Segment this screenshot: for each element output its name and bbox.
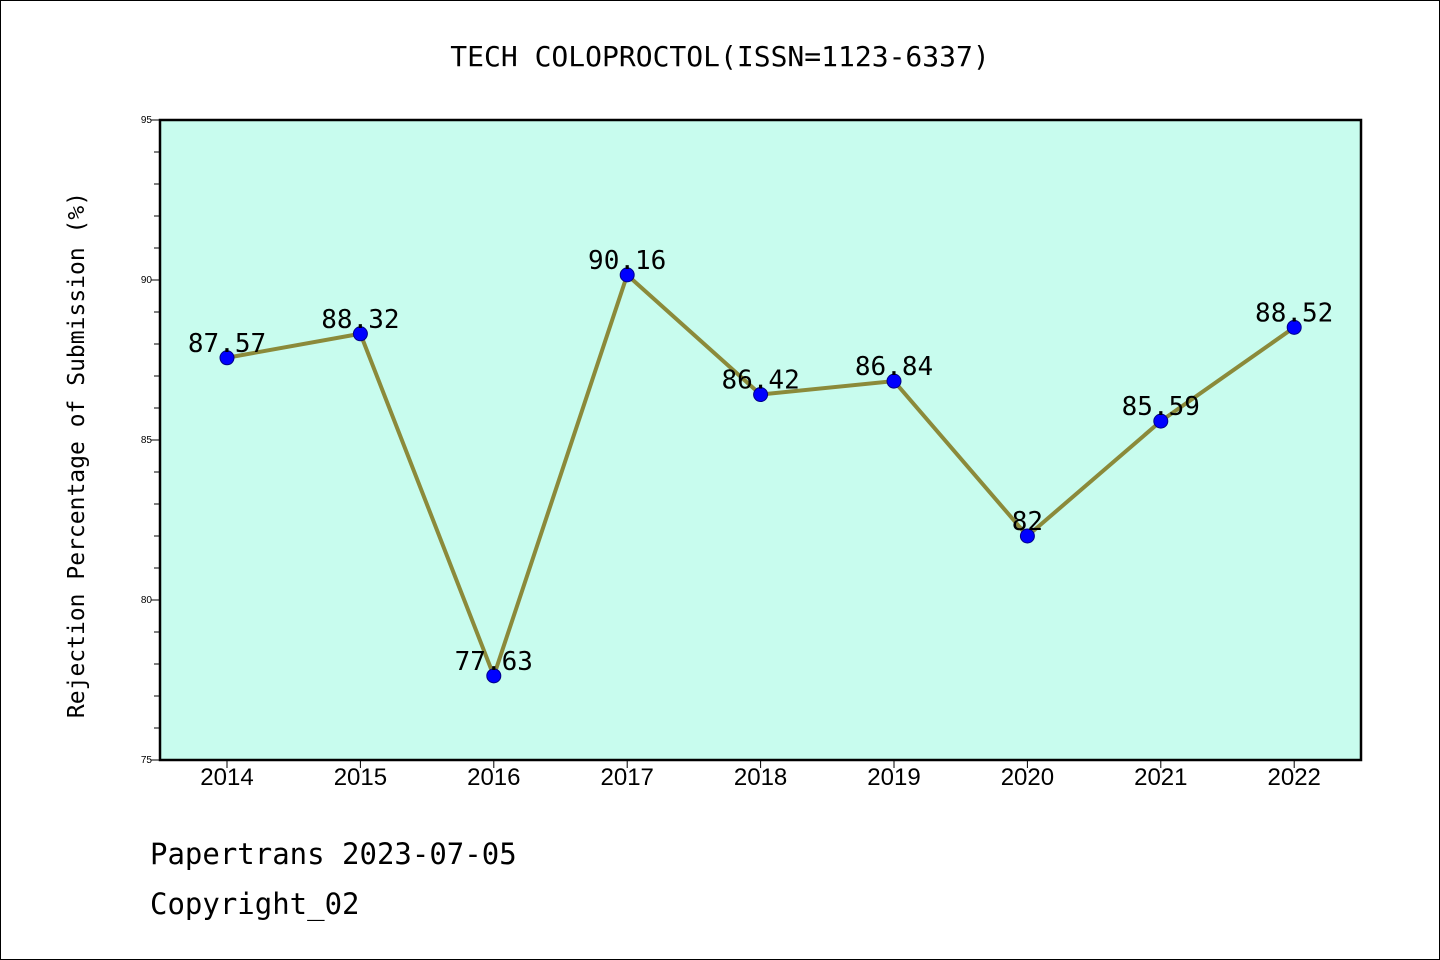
data-point-marker [486, 668, 502, 684]
data-label: 87.57 [188, 329, 266, 359]
plot-area [158, 118, 1363, 762]
x-tick-label: 2017 [601, 764, 654, 791]
footer-copyright-text: Copyright_02 [150, 887, 360, 922]
x-tick-label: 2019 [867, 764, 920, 791]
x-tick-label: 2018 [734, 764, 787, 791]
data-point-marker [619, 267, 635, 283]
chart-title: TECH COLOPROCTOL(ISSN=1123-6337) [450, 40, 989, 73]
x-tick-label: 2020 [1001, 764, 1054, 791]
x-axis: 2014 2015 2016 2017 2018 2019 2020 2021 2022 [200, 760, 1321, 791]
y-tick-label: 95 [141, 115, 153, 126]
data-point-marker [1153, 413, 1169, 429]
data-label: 90.16 [588, 246, 666, 276]
x-tick-label: 2022 [1268, 764, 1321, 791]
y-tick-label: 90 [141, 275, 153, 286]
series-line-group: 87.57 88.32 77.63 90.16 86.42 86.84 82 85.59 88.… [188, 246, 1333, 684]
data-label: 86.42 [721, 366, 799, 396]
data-label: 88.52 [1255, 298, 1333, 328]
data-point-marker [886, 373, 902, 389]
data-label: 82 [1012, 507, 1043, 537]
data-point-marker [219, 350, 235, 366]
y-axis: 75 80 85 90 95 [141, 115, 160, 766]
x-tick-label: 2016 [467, 764, 520, 791]
data-label: 88.32 [321, 305, 399, 335]
data-point-marker [753, 387, 769, 403]
y-tick-label: 75 [141, 755, 153, 766]
x-tick-label: 2015 [334, 764, 387, 791]
y-axis-label: Rejection Percentage of Submission (%) [64, 192, 90, 718]
footer-date-text: Papertrans 2023-07-05 [150, 837, 517, 871]
x-tick-label: 2014 [200, 764, 253, 791]
y-tick-label: 85 [141, 435, 153, 446]
x-tick-label: 2021 [1134, 764, 1187, 791]
data-label: 86.84 [855, 352, 933, 382]
data-point-marker [352, 326, 368, 342]
data-point-marker [1286, 319, 1302, 335]
data-point-marker [1019, 528, 1035, 544]
y-tick-label: 80 [141, 595, 153, 606]
data-label: 77.63 [455, 647, 533, 677]
data-label: 85.59 [1122, 392, 1200, 422]
